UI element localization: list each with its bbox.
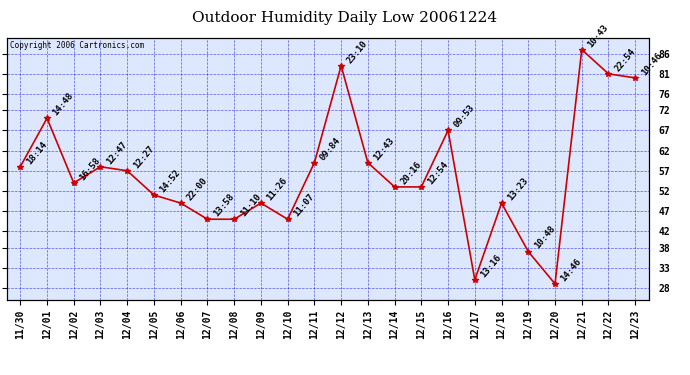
Text: Copyright 2006 Cartronics.com: Copyright 2006 Cartronics.com [10, 42, 144, 51]
Text: 14:46: 14:46 [559, 257, 583, 283]
Text: 13:58: 13:58 [212, 192, 236, 219]
Text: 13:23: 13:23 [506, 176, 530, 202]
Text: 14:52: 14:52 [158, 168, 182, 194]
Text: 12:27: 12:27 [131, 144, 155, 170]
Text: 18:14: 18:14 [24, 140, 48, 166]
Text: 10:43: 10:43 [586, 22, 610, 49]
Text: 22:00: 22:00 [185, 176, 209, 202]
Text: 09:53: 09:53 [452, 103, 476, 130]
Text: 23:10: 23:10 [345, 39, 369, 65]
Text: 13:16: 13:16 [479, 253, 503, 279]
Text: 11:10: 11:10 [238, 192, 262, 219]
Text: 22:54: 22:54 [613, 47, 637, 73]
Text: 14:48: 14:48 [51, 91, 75, 117]
Text: 10:48: 10:48 [533, 224, 557, 251]
Text: 16:58: 16:58 [78, 156, 102, 182]
Text: Outdoor Humidity Daily Low 20061224: Outdoor Humidity Daily Low 20061224 [193, 11, 497, 25]
Text: 20:16: 20:16 [399, 160, 423, 186]
Text: 11:07: 11:07 [292, 192, 316, 219]
Text: 12:47: 12:47 [105, 140, 129, 166]
Text: 11:26: 11:26 [265, 176, 289, 202]
Text: 12:43: 12:43 [372, 135, 396, 162]
Text: 09:84: 09:84 [319, 135, 343, 162]
Text: 12:54: 12:54 [426, 160, 450, 186]
Text: 10:46: 10:46 [640, 51, 664, 77]
